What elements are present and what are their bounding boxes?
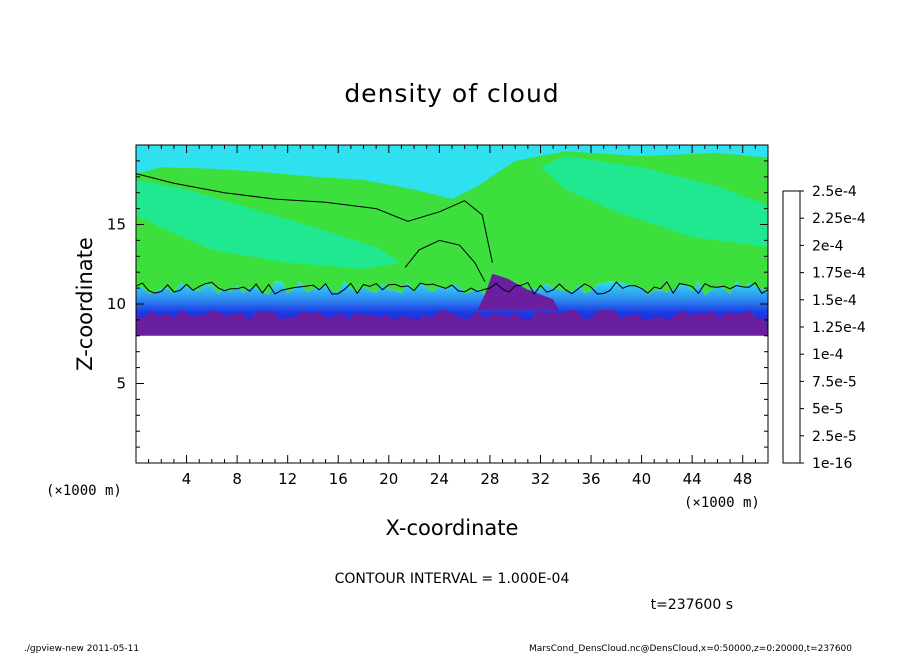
x-tick-label: 24 bbox=[430, 470, 449, 488]
green-lobe-left bbox=[136, 180, 402, 269]
footer-left: ./gpview-new 2011-05-11 bbox=[24, 644, 139, 654]
contour-interval: CONTOUR INTERVAL = 1.000E-04 bbox=[335, 571, 570, 587]
plot-area bbox=[136, 145, 768, 463]
colorbar-label: 1e-4 bbox=[812, 347, 844, 363]
y-tick-label: 15 bbox=[107, 216, 126, 234]
x-tick-label: 32 bbox=[531, 470, 550, 488]
footer-right: MarsCond_DensCloud.nc@DensCloud,x=0:5000… bbox=[529, 644, 852, 654]
x-tick-label: 48 bbox=[733, 470, 752, 488]
x-tick-label: 8 bbox=[232, 470, 242, 488]
contour-line-lower bbox=[136, 280, 768, 295]
colorbar-label: 7.5e-5 bbox=[812, 374, 857, 390]
colorbar-label: 2e-4 bbox=[812, 238, 844, 254]
x-tick-label: 28 bbox=[480, 470, 499, 488]
green-lobe-right bbox=[540, 156, 768, 247]
y-tick-label: 5 bbox=[116, 375, 126, 393]
colorbar-frame bbox=[782, 190, 801, 464]
x-unit-left: (×1000 m) bbox=[46, 483, 122, 499]
contour-line-arch bbox=[404, 239, 486, 282]
x-tick-label: 16 bbox=[329, 470, 348, 488]
upper-cyan-region bbox=[136, 145, 768, 200]
y-tick-label: 10 bbox=[107, 295, 126, 313]
colorbar-label: 1.75e-4 bbox=[812, 266, 866, 282]
y-axis: 5 10 15 bbox=[107, 160, 768, 448]
colorbar: 1e-16 2.5e-5 5e-5 7.5e-5 1e-4 1.25e-4 1.5e-4 1.… bbox=[782, 184, 866, 472]
time-label: t=237600 s bbox=[651, 597, 733, 613]
colorbar-label: 5e-5 bbox=[812, 402, 843, 418]
colorbar-label: 1e-16 bbox=[812, 456, 852, 472]
x-axis-label: X-coordinate bbox=[386, 516, 519, 540]
colorbar-label: 2.5e-4 bbox=[812, 184, 857, 200]
x-axis: 4 8 12 16 20 24 28 32 36 40 44 48 bbox=[148, 145, 756, 488]
plume-core bbox=[477, 273, 560, 311]
contour-line-upper bbox=[136, 173, 493, 263]
cloud-base-band bbox=[136, 310, 768, 336]
x-tick-label: 12 bbox=[278, 470, 297, 488]
x-tick-label: 44 bbox=[683, 470, 702, 488]
colorbar-label: 2.25e-4 bbox=[812, 211, 866, 227]
chart-title: density of cloud bbox=[344, 79, 559, 108]
x-unit-right: (×1000 m) bbox=[684, 495, 760, 511]
y-axis-label: Z-coordinate bbox=[73, 237, 97, 371]
x-tick-label: 40 bbox=[632, 470, 651, 488]
colorbar-label: 1.5e-4 bbox=[812, 293, 857, 309]
colorbar-label: 2.5e-5 bbox=[812, 429, 857, 445]
x-tick-label: 4 bbox=[182, 470, 192, 488]
x-tick-label: 36 bbox=[581, 470, 600, 488]
x-tick-label: 20 bbox=[379, 470, 398, 488]
colorbar-label: 1.25e-4 bbox=[812, 320, 866, 336]
